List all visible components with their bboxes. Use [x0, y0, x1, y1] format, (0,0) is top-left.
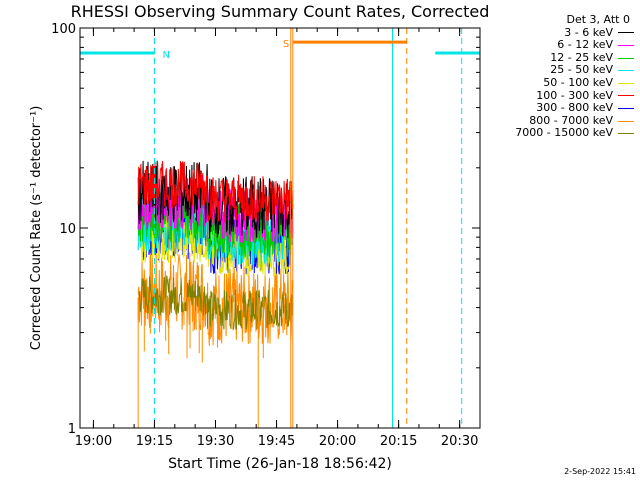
x-tick-label: 20:00: [319, 434, 356, 449]
legend-label: 6 - 12 keV: [557, 38, 613, 52]
legend-swatch: [618, 44, 634, 46]
legend-swatch: [618, 57, 634, 59]
data-area: [137, 160, 294, 428]
legend-rows: 3 - 6 keV 6 - 12 keV 12 - 25 keV 25 - 50 ke…: [484, 25, 634, 140]
x-tick-label: 19:15: [136, 434, 173, 449]
legend-label: 50 - 100 keV: [543, 75, 613, 89]
legend: Det 3, Att 0 3 - 6 keV 6 - 12 keV 12 - 25 …: [484, 13, 634, 140]
x-axis-label: Start Time (26-Jan-18 18:56:42): [168, 456, 392, 472]
legend-label: 12 - 25 keV: [550, 50, 613, 64]
legend-label: 3 - 6 keV: [564, 25, 613, 39]
legend-entry: 6 - 12 keV: [484, 39, 634, 52]
legend-swatch: [618, 107, 634, 109]
axes: 19:00 19:15 19:30 19:45 20:00 20:15 20:30 1 10 10…: [51, 22, 481, 449]
flag-label: S: [283, 39, 289, 50]
legend-entry: 3 - 6 keV: [484, 25, 634, 40]
x-tick-label: 19:00: [75, 434, 112, 449]
series-line: [137, 160, 294, 223]
legend-entry: 7000 - 15000 keV: [484, 127, 634, 140]
legend-entry: 50 - 100 keV: [484, 75, 634, 90]
legend-title: Det 3, Att 0: [566, 13, 631, 26]
legend-swatch: [618, 120, 634, 122]
series-line: [138, 275, 294, 331]
legend-entry: 800 - 7000 keV: [484, 113, 634, 128]
legend-entry: 100 - 300 keV: [484, 88, 634, 103]
y-tick-label: 100: [51, 22, 76, 37]
legend-label: 800 - 7000 keV: [529, 113, 613, 127]
y-tick-label: 10: [59, 222, 76, 237]
legend-swatch: [618, 95, 634, 97]
chart-title: RHESSI Observing Summary Count Rates, Co…: [71, 2, 490, 21]
legend-label: 100 - 300 keV: [536, 88, 613, 102]
x-tick-label: 20:30: [441, 434, 478, 449]
legend-label: 7000 - 15000 keV: [515, 126, 613, 140]
x-tick-label: 20:15: [380, 434, 417, 449]
legend-swatch: [618, 133, 634, 135]
legend-label: 25 - 50 keV: [550, 63, 613, 77]
y-tick-label: 1: [68, 422, 76, 437]
y-axis-label: Corrected Count Rate (s⁻¹ detector⁻¹): [29, 106, 44, 351]
plot-timestamp: 2-Sep-2022 15:41: [564, 467, 636, 476]
legend-swatch: [618, 82, 634, 84]
flag-label: N: [162, 50, 169, 61]
legend-swatch: [618, 32, 634, 34]
legend-entry: 12 - 25 keV: [484, 50, 634, 65]
legend-swatch: [618, 70, 634, 72]
x-tick-label: 19:30: [197, 434, 234, 449]
legend-entry: 25 - 50 keV: [484, 64, 634, 77]
legend-label: 300 - 800 keV: [536, 101, 613, 115]
x-tick-label: 19:45: [258, 434, 295, 449]
legend-entry: 300 - 800 keV: [484, 102, 634, 115]
